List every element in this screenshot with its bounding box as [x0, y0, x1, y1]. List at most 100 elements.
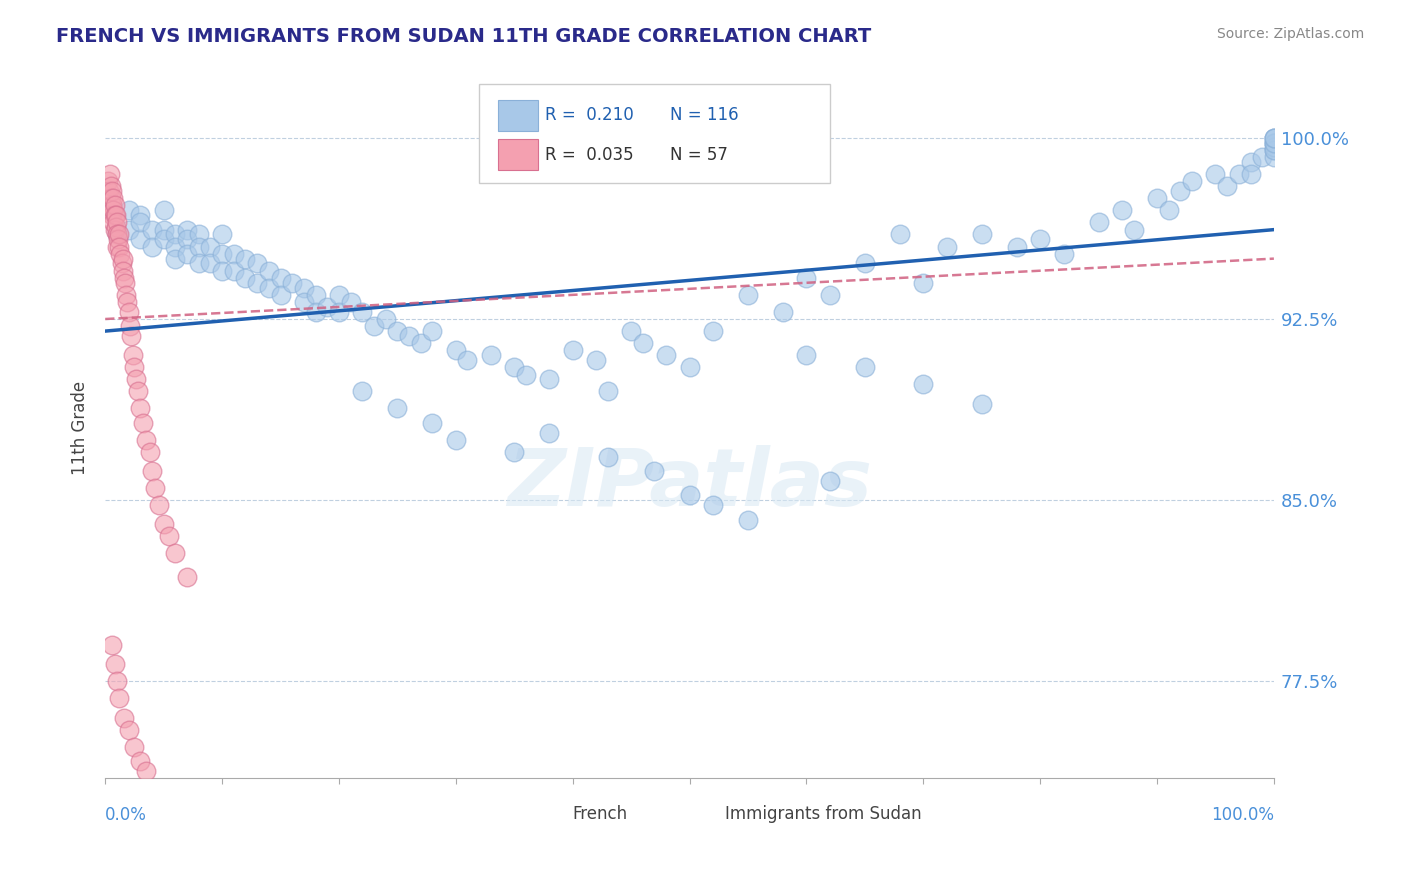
Point	[818, 288, 841, 302]
Point	[152, 232, 174, 246]
Point	[374, 312, 396, 326]
Point	[772, 305, 794, 319]
Point	[596, 384, 619, 399]
Point	[316, 300, 339, 314]
Point	[145, 481, 167, 495]
Point	[270, 271, 292, 285]
Point	[620, 324, 643, 338]
Point	[105, 227, 128, 242]
Point	[152, 222, 174, 236]
Point	[292, 295, 315, 310]
Point	[117, 203, 139, 218]
Point	[1204, 167, 1226, 181]
Point	[115, 288, 138, 302]
FancyBboxPatch shape	[498, 139, 537, 170]
Point	[148, 498, 170, 512]
Point	[304, 288, 326, 302]
Text: Immigrants from Sudan: Immigrants from Sudan	[724, 805, 921, 822]
Point	[122, 348, 145, 362]
Point	[912, 276, 935, 290]
Point	[292, 280, 315, 294]
Point	[135, 764, 157, 778]
Point	[141, 464, 163, 478]
Point	[387, 401, 409, 416]
Point	[853, 256, 876, 270]
Point	[118, 319, 141, 334]
Point	[585, 353, 607, 368]
Text: French: French	[572, 805, 628, 822]
Point	[129, 754, 152, 768]
Point	[1181, 174, 1204, 188]
Point	[129, 208, 152, 222]
Point	[211, 263, 233, 277]
Point	[100, 179, 122, 194]
Point	[304, 305, 326, 319]
Point	[112, 710, 135, 724]
Point	[1239, 167, 1261, 181]
Point	[444, 343, 467, 358]
Point	[1263, 131, 1285, 145]
Point	[737, 512, 759, 526]
Point	[702, 498, 724, 512]
Point	[124, 739, 146, 754]
Point	[211, 247, 233, 261]
Point	[111, 263, 134, 277]
Point	[117, 305, 139, 319]
Point	[409, 336, 432, 351]
Point	[631, 336, 654, 351]
Point	[135, 433, 157, 447]
Point	[110, 247, 132, 261]
Point	[1263, 136, 1285, 150]
Point	[103, 208, 125, 222]
Point	[108, 691, 131, 706]
Point	[152, 517, 174, 532]
Point	[1263, 136, 1285, 150]
Point	[176, 222, 198, 236]
Point	[200, 256, 222, 270]
Text: R =  0.210: R = 0.210	[544, 106, 633, 124]
Point	[103, 215, 125, 229]
Point	[702, 324, 724, 338]
Point	[101, 208, 124, 222]
Point	[818, 474, 841, 488]
Point	[257, 263, 280, 277]
Point	[398, 329, 420, 343]
Point	[131, 416, 153, 430]
Point	[105, 227, 128, 242]
Point	[935, 239, 957, 253]
Point	[538, 372, 561, 386]
Point	[104, 208, 127, 222]
Point	[103, 203, 125, 218]
Point	[235, 252, 257, 266]
Point	[103, 657, 125, 672]
Point	[222, 263, 245, 277]
Point	[270, 288, 292, 302]
Point	[129, 232, 152, 246]
Point	[479, 348, 502, 362]
Point	[1087, 215, 1109, 229]
Point	[235, 271, 257, 285]
Point	[1216, 179, 1239, 194]
Point	[643, 464, 665, 478]
Point	[1263, 143, 1285, 157]
Point	[1227, 167, 1250, 181]
Point	[655, 348, 678, 362]
Point	[970, 227, 993, 242]
Point	[538, 425, 561, 440]
Point	[257, 280, 280, 294]
Point	[1263, 150, 1285, 164]
Point	[165, 227, 187, 242]
Point	[176, 232, 198, 246]
Point	[422, 324, 444, 338]
Point	[1239, 155, 1261, 169]
Point	[422, 416, 444, 430]
Point	[105, 239, 128, 253]
Point	[141, 222, 163, 236]
FancyBboxPatch shape	[479, 85, 830, 183]
Point	[796, 348, 818, 362]
Point	[1005, 239, 1028, 253]
Text: FRENCH VS IMMIGRANTS FROM SUDAN 11TH GRADE CORRELATION CHART: FRENCH VS IMMIGRANTS FROM SUDAN 11TH GRA…	[56, 27, 872, 45]
Point	[103, 222, 125, 236]
Point	[176, 247, 198, 261]
Point	[596, 450, 619, 464]
